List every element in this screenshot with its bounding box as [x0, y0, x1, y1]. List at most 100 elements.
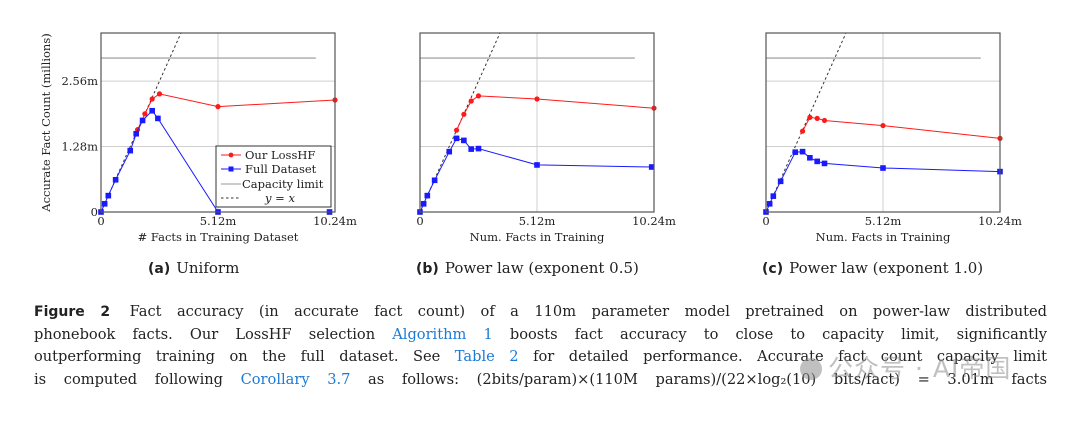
axes-frame [765, 32, 1001, 213]
caption-text-4b: as follows: (2bits/param)×(110M params)/… [368, 370, 1048, 388]
panel-c-power-law-1-0: 0 5.12m 10.24m Num. Facts in Training [762, 32, 1022, 244]
x-tick-label: 0 [762, 214, 769, 228]
subcaption-b-tag: (b) [416, 261, 439, 277]
series-line-losshf [456, 95, 655, 131]
caption-text-3a: outperforming training on the full datas… [34, 348, 441, 365]
x-tick-label: 10.24m [313, 214, 357, 228]
data-point-full-dataset [766, 201, 773, 207]
data-point-full-dataset [468, 146, 474, 152]
corollary-3-7-link[interactable]: Corollary 3.7 [240, 370, 351, 388]
data-point-full-dataset [807, 154, 813, 161]
data-point-full-dataset [127, 147, 134, 154]
subcaption-a-text: Uniform [176, 259, 240, 277]
x-tick-label: 5.12m [865, 214, 902, 228]
data-point-full-dataset [461, 137, 467, 144]
axes-frame [419, 32, 655, 213]
data-point-full-dataset [770, 193, 777, 199]
subcaption-c-text: Power law (exponent 1.0) [789, 259, 984, 277]
data-point-losshf [468, 98, 474, 104]
panel-a-uniform: 0 5.12m 10.24m 0 1.28m 2.56m # Facts in Traini… [39, 32, 357, 244]
data-point-losshf [475, 93, 482, 99]
caption-text-1: Fact accuracy (in accurate fact count) o… [129, 303, 1047, 320]
data-point-losshf [156, 91, 163, 97]
data-point-losshf [149, 96, 155, 102]
algorithm-1-link[interactable]: Algorithm 1 [392, 325, 493, 343]
series-line-losshf [802, 116, 1001, 139]
legend-marker-full-dataset [228, 166, 234, 172]
data-point-full-dataset [814, 158, 820, 165]
subcaption-c-tag: (c) [762, 261, 784, 277]
data-point-full-dataset [799, 148, 806, 155]
data-point-full-dataset [139, 117, 146, 124]
legend: Our LossHF Full Dataset Capacity limit y… [215, 145, 332, 208]
legend-label-capacity: Capacity limit [242, 177, 324, 191]
x-axis-label: Num. Facts in Training [816, 230, 951, 244]
data-point-full-dataset [648, 164, 655, 170]
legend-box [215, 145, 332, 208]
data-point-full-dataset [112, 176, 119, 183]
y-equals-x-line [765, 32, 847, 213]
figure-caption: Figure 2 Fact accuracy (in accurate fact… [34, 301, 1047, 391]
caption-line-2: phonebook facts. Our LossHF selection Al… [34, 324, 1047, 347]
caption-line-4: is computed following Corollary 3.7 as f… [34, 369, 1047, 392]
watermark: 公众号 · AI帝国 [800, 349, 1011, 385]
data-point-losshf [821, 117, 828, 124]
x-tick-label: 10.24m [978, 214, 1022, 228]
data-point-full-dataset [105, 192, 112, 199]
caption-line-1: Figure 2 Fact accuracy (in accurate fact… [34, 301, 1047, 324]
data-point-full-dataset [420, 201, 427, 207]
legend-label-y-equals-x: y = x [264, 191, 295, 205]
data-point-full-dataset [424, 192, 431, 199]
legend-marker-losshf [228, 152, 234, 158]
subcaption-a-tag: (a) [148, 261, 171, 277]
data-point-full-dataset [453, 135, 460, 142]
caption-text-2a: phonebook facts. Our LossHF selection [34, 325, 376, 343]
data-point-full-dataset [431, 177, 438, 184]
table-2-link[interactable]: Table 2 [454, 348, 519, 365]
caption-text-2b: boosts fact accuracy to close to capacit… [509, 325, 1047, 343]
watermark-text: 公众号 · AI帝国 [828, 354, 1012, 383]
data-point-full-dataset [133, 130, 139, 137]
x-tick-label: 10.24m [632, 214, 676, 228]
data-point-full-dataset [475, 145, 482, 152]
x-axis-label: # Facts in Training Dataset [138, 230, 299, 244]
data-point-full-dataset [777, 178, 784, 185]
data-point-losshf [142, 111, 148, 117]
data-point-full-dataset [821, 160, 828, 167]
panel-b-power-law-0-5: 0 5.12m 10.24m Num. Facts in Training [416, 32, 676, 244]
data-point-full-dataset [149, 107, 155, 114]
wechat-icon [800, 358, 822, 380]
caption-line-3: outperforming training on the full datas… [34, 346, 1047, 369]
data-point-full-dataset [792, 149, 799, 155]
data-point-losshf [461, 111, 467, 117]
x-axis-label: Num. Facts in Training [470, 230, 605, 244]
legend-label-losshf: Our LossHF [245, 148, 315, 162]
subcaption-c: (c) Power law (exponent 1.0) [762, 259, 983, 277]
data-point-full-dataset [101, 201, 108, 207]
data-point-losshf [814, 115, 820, 122]
data-point-losshf [453, 127, 460, 133]
data-point-full-dataset [446, 148, 453, 155]
series-line-losshf [137, 93, 336, 130]
data-point-losshf [880, 122, 886, 129]
y-axis-label: Accurate Fact Count (millions) [39, 33, 53, 212]
subcaption-b-text: Power law (exponent 0.5) [444, 259, 639, 277]
y-tick-label: 1.28m [61, 140, 98, 154]
x-tick-label: 5.12m [519, 214, 556, 228]
y-tick-label: 0 [91, 205, 98, 219]
data-point-losshf [799, 128, 806, 134]
data-point-full-dataset [534, 162, 540, 168]
figure-label: Figure 2 [34, 304, 111, 320]
y-tick-label: 2.56m [61, 74, 98, 88]
x-tick-label: 0 [97, 214, 104, 228]
caption-text-3b: for detailed performance. Accurate fact … [533, 348, 1048, 365]
subcaption-b: (b) Power law (exponent 0.5) [416, 259, 639, 277]
subcaption-a: (a) Uniform [148, 259, 239, 277]
series-line-full-dataset [419, 137, 652, 213]
data-point-losshf [215, 104, 221, 110]
caption-text-4a: is computed following [34, 370, 223, 388]
x-tick-label: 5.12m [200, 214, 237, 228]
x-tick-label: 0 [416, 214, 423, 228]
data-point-losshf [534, 96, 540, 102]
